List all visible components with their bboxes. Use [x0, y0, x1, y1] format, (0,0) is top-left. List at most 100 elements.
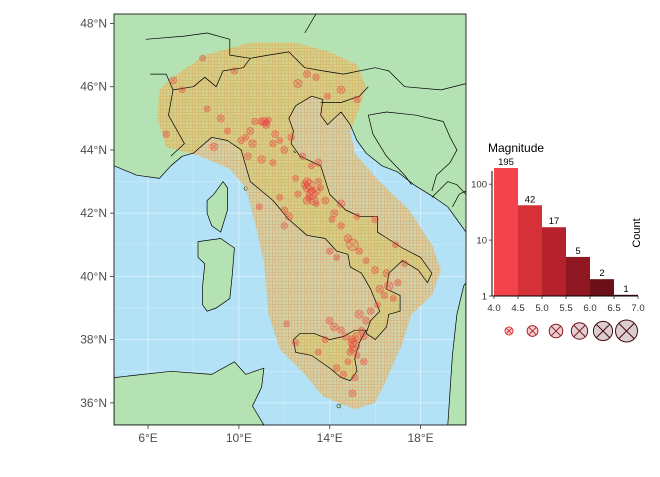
earthquake-marker	[325, 316, 334, 325]
histogram-y-tick-label: 1	[482, 292, 487, 303]
histogram-x-tick-label: 6.0	[583, 303, 596, 314]
earthquake-marker	[251, 117, 259, 126]
histogram-x-tick-label: 7.0	[631, 303, 644, 314]
size-legend-marker	[526, 325, 539, 337]
sardinia-land	[197, 238, 235, 312]
earthquake-marker	[283, 320, 290, 328]
earthquake-marker	[312, 200, 320, 208]
histogram-title: Magnitude	[488, 141, 544, 155]
earthquake-marker	[271, 130, 280, 139]
histogram-y-tick-label: 10	[476, 236, 487, 247]
earthquake-marker	[401, 260, 409, 268]
earthquake-marker	[280, 222, 288, 230]
histogram-bars: 195 42 17 5 2 1	[494, 157, 638, 296]
earthquake-marker	[298, 152, 307, 160]
earthquake-marker	[269, 139, 277, 148]
histogram-x-tick-label: 6.5	[607, 303, 620, 314]
earthquake-marker	[324, 92, 331, 100]
map-y-tick-label: 46°N	[80, 80, 107, 94]
earthquake-marker	[314, 158, 323, 167]
histogram-x-tick-label: 4.0	[487, 303, 500, 314]
earthquake-marker	[347, 338, 358, 348]
earthquake-marker	[374, 301, 381, 309]
histogram-value-label: 42	[525, 194, 536, 205]
earthquake-marker	[328, 216, 336, 223]
earthquake-marker	[336, 199, 346, 208]
magnitude-histogram: Magnitude 195 42 17 5 2 1 1 10 100 4.0 4.5 5.0 5.5 6…	[471, 141, 645, 343]
earthquake-marker	[292, 339, 300, 347]
earthquake-marker	[360, 358, 368, 366]
malta-land	[336, 403, 342, 409]
histogram-value-label: 5	[575, 246, 580, 257]
histogram-value-label: 17	[549, 216, 560, 227]
map-y-tick-label: 48°N	[80, 16, 107, 30]
histogram-value-label: 1	[623, 284, 628, 295]
earthquake-marker	[303, 70, 311, 79]
earthquake-marker	[269, 159, 277, 166]
earthquake-marker	[248, 139, 257, 148]
france-italy-border	[150, 73, 185, 157]
size-legend	[504, 319, 638, 343]
histogram-axes: 1 10 100 4.0 4.5 5.0 5.5 6.0 6.5 7.0	[471, 171, 645, 314]
size-legend-marker	[592, 320, 614, 342]
earthquake-marker	[178, 86, 186, 94]
earthquake-marker	[362, 316, 371, 325]
earthquake-marker	[230, 67, 239, 75]
earthquake-marker	[216, 114, 225, 123]
san-marino-border	[293, 151, 296, 153]
histogram-bar	[566, 256, 590, 296]
map-y-tick-label: 44°N	[80, 143, 107, 157]
earthquake-marker	[336, 85, 346, 95]
earthquake-marker	[312, 73, 320, 81]
map-y-tick-label: 42°N	[80, 206, 107, 220]
earthquake-marker	[344, 358, 352, 366]
map-y-tick-label: 36°N	[80, 396, 107, 410]
earthquake-marker	[337, 222, 345, 230]
histogram-x-tick-label: 4.5	[511, 303, 524, 314]
histogram-x-tick-label: 5.0	[535, 303, 548, 314]
bosnia-border	[368, 111, 458, 192]
earthquake-marker	[287, 133, 295, 141]
earthquake-marker	[355, 247, 363, 255]
earthquake-marker	[366, 307, 375, 315]
map-y-tick-label: 38°N	[80, 333, 107, 347]
earthquake-marker	[314, 177, 323, 186]
histogram-x-tick-label: 5.5	[559, 303, 572, 314]
earthquake-marker	[371, 266, 380, 275]
albania-border	[452, 190, 466, 208]
earthquake-marker	[360, 332, 368, 341]
north-africa-land	[114, 361, 265, 425]
map-x-tick-label: 14°E	[317, 431, 343, 445]
map-y-tick-label: 40°N	[80, 269, 107, 283]
earthquake-marker	[280, 146, 289, 154]
earthquake-marker	[353, 95, 361, 104]
montenegro-border	[431, 181, 466, 198]
size-legend-marker	[570, 322, 589, 340]
earthquake-marker	[209, 142, 219, 152]
earthquake-marker	[380, 291, 388, 300]
earthquake-marker	[255, 203, 263, 211]
earthquake-marker	[224, 127, 231, 135]
histogram-bar	[494, 167, 518, 296]
earthquake-marker	[321, 336, 329, 344]
earthquake-marker	[348, 389, 357, 398]
earthquake-marker	[341, 332, 350, 341]
bosnia-croatia-border	[367, 115, 412, 185]
size-legend-marker	[615, 319, 638, 343]
earthquake-marker	[330, 322, 339, 332]
earthquake-marker	[389, 295, 397, 302]
earthquake-marker	[244, 152, 252, 161]
slovenia-croatia-border	[320, 86, 369, 103]
earthquake-marker	[384, 281, 394, 291]
earthquake-marker	[326, 247, 334, 255]
map-x-tick-label: 10°E	[226, 431, 252, 445]
earthquake-marker	[346, 238, 359, 251]
histogram-value-label: 195	[498, 157, 514, 168]
earthquake-marker	[332, 364, 341, 373]
earthquake-marker	[382, 269, 391, 278]
earthquake-marker	[317, 184, 325, 192]
earthquake-marker	[362, 257, 370, 264]
earthquake-marker	[353, 352, 361, 359]
earthquake-marker	[237, 136, 245, 145]
